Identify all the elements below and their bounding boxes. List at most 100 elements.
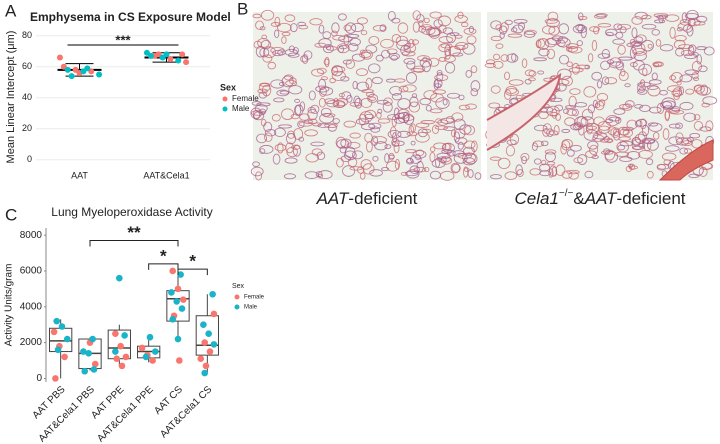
- tissue: [672, 87, 683, 98]
- tissue: [380, 38, 394, 49]
- y-tick-label: 60: [22, 61, 32, 71]
- x-tick-label: AAT: [71, 170, 88, 180]
- tissue: [392, 132, 398, 143]
- tissue: [294, 98, 301, 103]
- image-caption: AAT-deficient: [316, 189, 418, 208]
- tissue: [353, 95, 361, 106]
- tissue: [336, 43, 350, 54]
- tissue: [404, 170, 419, 177]
- tissue: [317, 123, 330, 128]
- tissue: [618, 70, 629, 82]
- tissue: [267, 61, 277, 70]
- tissue: [338, 44, 348, 50]
- data-point: [90, 366, 98, 373]
- tissue: [631, 27, 638, 39]
- caption-part: &: [573, 189, 585, 208]
- tissue: [400, 171, 408, 176]
- tissue: [504, 71, 511, 81]
- panel-letter: A: [5, 1, 17, 20]
- tissue: [370, 126, 381, 133]
- tissue: [669, 26, 676, 39]
- tissue: [639, 104, 651, 113]
- tissue: [687, 137, 694, 142]
- tissue: [634, 104, 644, 109]
- panel-letter: B: [237, 0, 248, 18]
- tissue: [281, 75, 294, 88]
- tissue: [662, 100, 676, 109]
- tissue: [290, 23, 298, 33]
- tissue: [516, 169, 524, 177]
- data-point: [177, 271, 184, 278]
- tissue: [327, 124, 337, 132]
- tissue: [310, 104, 320, 115]
- tissue: [395, 35, 409, 47]
- tissue: [318, 38, 332, 48]
- y-tick-label: 40: [22, 92, 32, 102]
- x-tick-label: AAT&Cela1 CS: [158, 384, 214, 440]
- tissue: [634, 120, 643, 128]
- tissue: [601, 48, 610, 59]
- data-point: [56, 54, 63, 61]
- tissue: [411, 93, 418, 99]
- tissue: [566, 149, 575, 157]
- data-point: [80, 348, 87, 355]
- tissue: [604, 150, 619, 163]
- tissue: [646, 170, 654, 179]
- tissue: [331, 66, 339, 76]
- tissue: [629, 47, 637, 59]
- tissue: [300, 55, 308, 63]
- tissue: [680, 49, 695, 56]
- tissue: [703, 46, 715, 56]
- tissue: [591, 40, 598, 51]
- tissue: [274, 29, 280, 38]
- tissue: [393, 142, 400, 154]
- tissue: [647, 85, 661, 97]
- tissue: [287, 52, 300, 58]
- data-point: [168, 289, 175, 296]
- tissue: [444, 44, 451, 57]
- tissue: [350, 22, 364, 33]
- data-point: [50, 328, 58, 336]
- tissue: [609, 61, 624, 69]
- tissue: [591, 154, 599, 160]
- tissue: [408, 124, 415, 135]
- data-point: [89, 335, 96, 343]
- tissue: [324, 56, 330, 68]
- tissue: [384, 153, 390, 164]
- tissue: [381, 49, 390, 59]
- tissue: [673, 92, 680, 100]
- tissue: [255, 45, 266, 58]
- tissue: [596, 80, 603, 89]
- tissue: [284, 157, 298, 164]
- tissue: [568, 46, 583, 54]
- tissue: [410, 154, 422, 164]
- data-point: [64, 66, 71, 73]
- tissue: [597, 125, 611, 134]
- data-point: [173, 298, 180, 305]
- tissue: [515, 164, 523, 176]
- tissue: [548, 168, 554, 178]
- tissue: [369, 169, 383, 177]
- tissue: [379, 24, 387, 32]
- tissue: [659, 44, 674, 52]
- tissue: [662, 128, 670, 140]
- x-tick-label: AAT&Cela1 PPE: [95, 384, 156, 444]
- tissue: [566, 109, 577, 116]
- data-point: [205, 330, 212, 337]
- tissue: [336, 157, 344, 168]
- data-point: [52, 375, 59, 382]
- tissue: [398, 85, 409, 93]
- tissue: [593, 116, 605, 127]
- tissue: [563, 108, 569, 114]
- tissue: [507, 33, 523, 38]
- tissue: [312, 122, 322, 127]
- tissue: [372, 155, 379, 162]
- tissue: [374, 141, 388, 151]
- tissue: [570, 144, 582, 152]
- tissue: [646, 139, 659, 151]
- tissue: [671, 89, 682, 97]
- data-point: [112, 348, 119, 355]
- tissue: [442, 98, 448, 106]
- tissue: [537, 38, 550, 51]
